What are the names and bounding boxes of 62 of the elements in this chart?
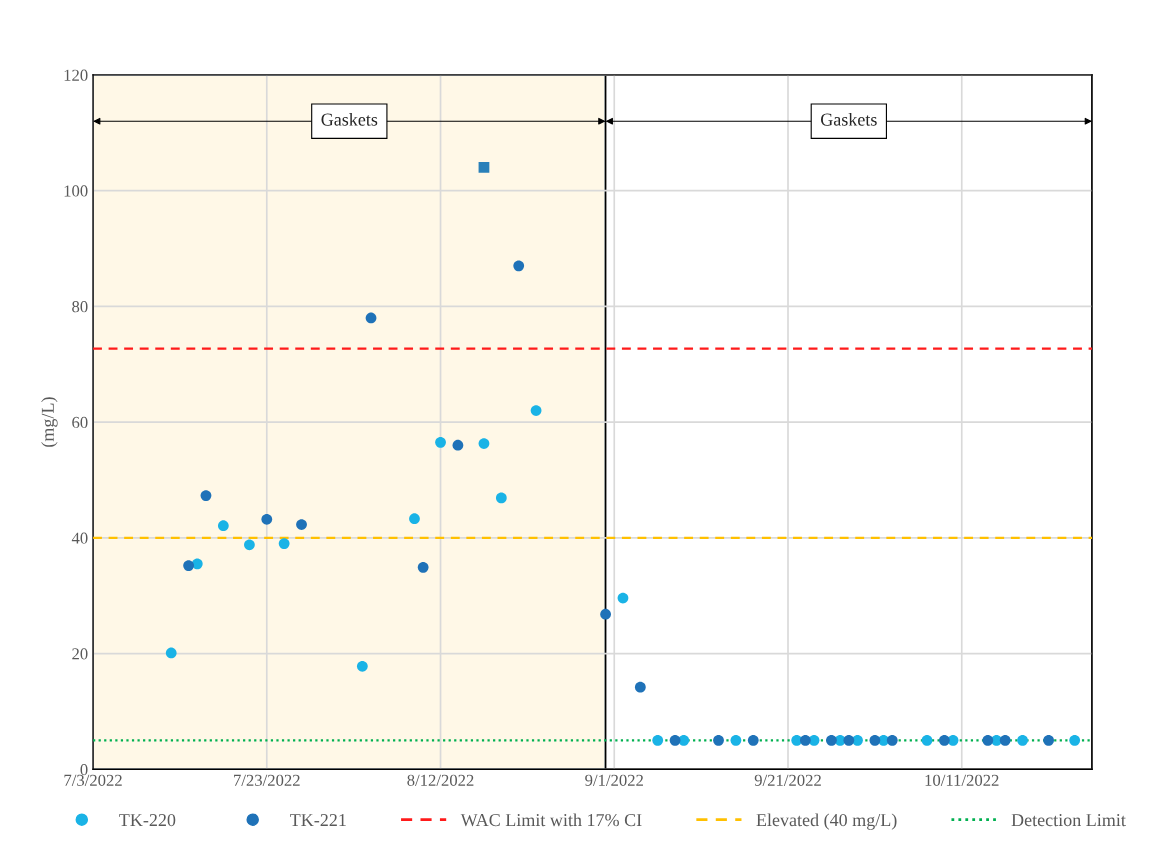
point: [982, 734, 994, 746]
point: [999, 734, 1011, 746]
point: [296, 519, 307, 530]
y-axis-title: (mg/L): [41, 397, 58, 447]
point: [921, 734, 933, 746]
legend-label: Detection Limit: [1011, 814, 1126, 827]
point: [747, 734, 759, 746]
point: [261, 513, 273, 525]
y-tick-label: 20: [72, 648, 88, 660]
y-tick-label: 40: [71, 532, 88, 544]
point: [939, 734, 950, 746]
x-tick-label: 10/11/2022: [925, 774, 999, 786]
band-label: Gaskets: [321, 113, 378, 126]
point: [617, 592, 629, 604]
point: [826, 734, 837, 746]
point: [678, 734, 690, 746]
y-tick-label: 0: [80, 764, 88, 776]
x-tick-label: 8/12/2022: [407, 774, 474, 786]
point: [1043, 734, 1054, 746]
x-tick-label: 9/1/2022: [585, 774, 643, 786]
point: [478, 162, 490, 173]
point: [409, 513, 420, 525]
point: [634, 681, 646, 693]
point: [843, 734, 855, 746]
x-tick-label: 7/23/2022: [234, 774, 300, 786]
point: [730, 734, 742, 746]
point: [478, 438, 490, 449]
y-tick-label: 60: [72, 416, 88, 429]
point: [530, 405, 542, 416]
point: [495, 492, 507, 504]
point: [652, 734, 664, 746]
point: [452, 439, 464, 451]
point: [200, 490, 212, 501]
y-tick-label: 80: [72, 301, 88, 313]
point: [417, 561, 429, 573]
point: [800, 734, 811, 746]
point: [278, 538, 290, 549]
point: [852, 734, 863, 746]
x-tick-label: 9/21/2022: [754, 774, 821, 786]
band-label: Gaskets: [820, 113, 877, 126]
legend-label: WAC Limit with 17% CI: [460, 813, 642, 827]
point: [513, 260, 525, 272]
point: [869, 734, 881, 746]
point: [1017, 734, 1028, 746]
legend-label: Elevated (40 mg/L): [756, 813, 897, 830]
point: [365, 312, 377, 324]
y-tick-label: 100: [64, 185, 88, 197]
point: [217, 520, 229, 532]
legend-label: TK-220: [119, 813, 176, 827]
point: [713, 734, 724, 746]
y-tick-label: 120: [64, 69, 88, 81]
point: [600, 608, 611, 620]
point: [356, 660, 368, 672]
point: [669, 734, 681, 746]
point: [1069, 734, 1081, 746]
point: [886, 734, 898, 746]
point: [165, 647, 177, 659]
point: [244, 539, 255, 551]
point: [435, 436, 446, 448]
legend-label: TK-221: [290, 814, 346, 826]
x-tick-label: 7/3/2022: [64, 774, 122, 786]
point: [183, 560, 194, 571]
